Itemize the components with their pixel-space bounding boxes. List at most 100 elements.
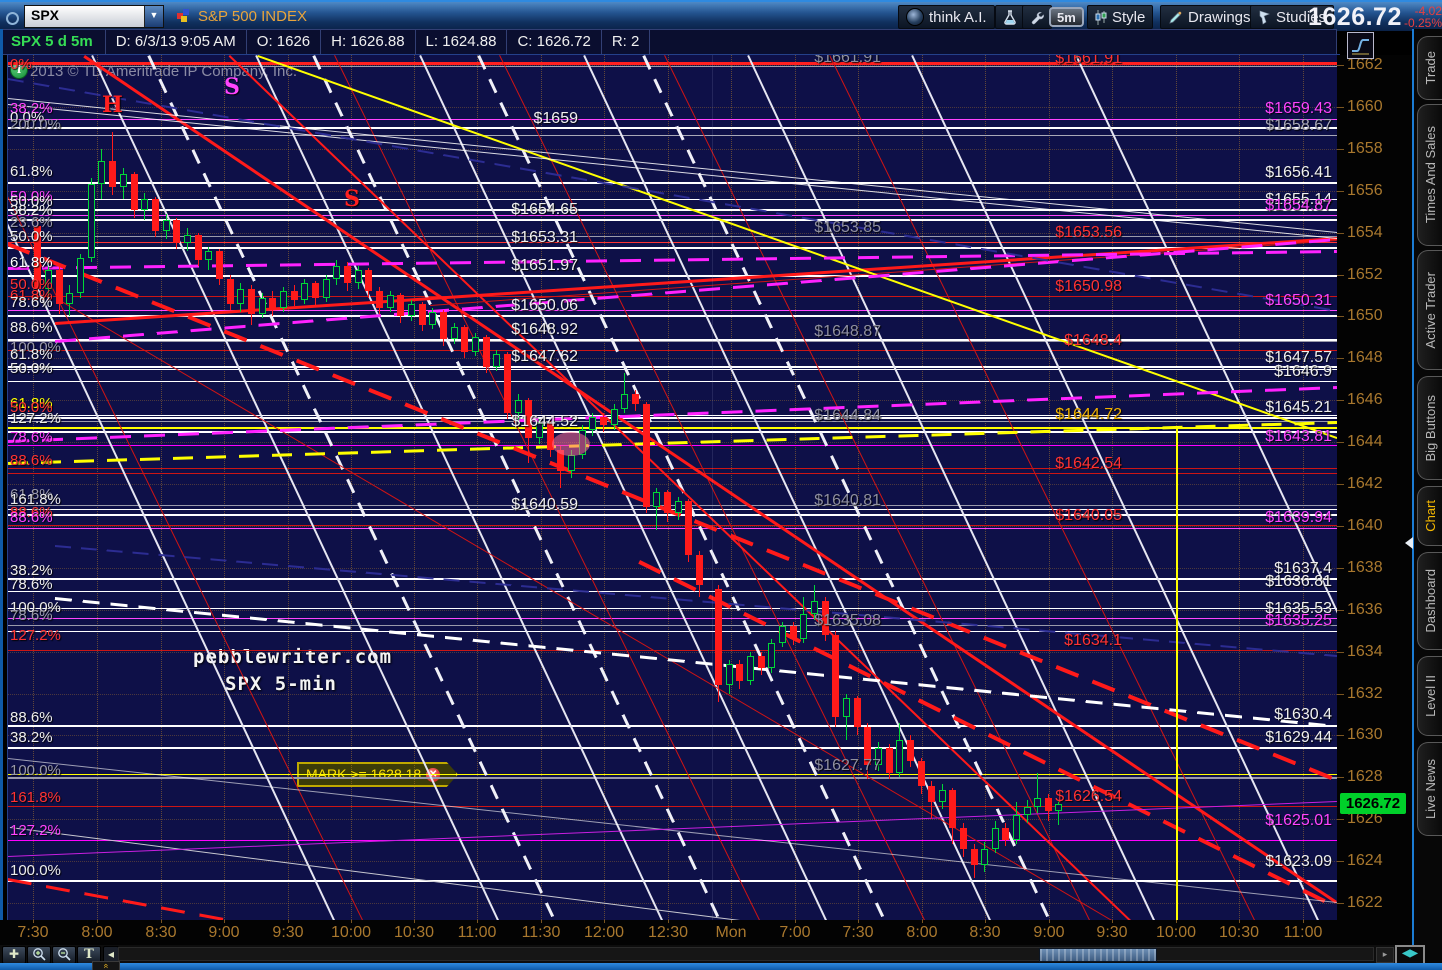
fib-percent-label: 100.0% bbox=[10, 599, 61, 616]
grid-hline bbox=[8, 568, 1337, 569]
time-axis-label: 11:00 bbox=[1283, 924, 1323, 941]
fib-percent-label: 0.0% bbox=[10, 109, 45, 126]
sidebar-tab-dashboard[interactable]: Dashboard bbox=[1417, 552, 1442, 650]
fib-percent-label: 88.6% bbox=[10, 319, 53, 336]
fib-percent-label: 50.0% bbox=[10, 399, 53, 416]
grid-hline bbox=[8, 694, 1337, 695]
price-axis-tick bbox=[1337, 107, 1344, 108]
candle-body bbox=[886, 748, 893, 773]
price-label-right: $1645.21 bbox=[1265, 399, 1332, 416]
time-axis[interactable]: 7:30 8:00 8:30 9:00 9:30 10:00 10:30 11:00 11:30… bbox=[0, 920, 1412, 945]
candle-body bbox=[811, 601, 818, 614]
time-axis-label: 9:00 bbox=[208, 924, 240, 941]
link-color-icon[interactable] bbox=[176, 9, 190, 23]
price-label-right: $1650.31 bbox=[1265, 292, 1332, 309]
price-axis-label: 1660 bbox=[1347, 98, 1383, 115]
time-axis-label: 10:30 bbox=[393, 924, 435, 941]
drawings-button[interactable]: Drawings bbox=[1160, 5, 1259, 29]
sidebar-tab-times-and-sales[interactable]: Times And Sales bbox=[1417, 104, 1442, 246]
scroll-right-button[interactable]: ▸ bbox=[1376, 947, 1394, 963]
candle-body bbox=[621, 394, 628, 409]
chart-plot-area[interactable]: i 2013 © TD Ameritrade IP Company, Inc. … bbox=[8, 55, 1337, 920]
info-icon[interactable]: i bbox=[10, 61, 28, 79]
grid-hline bbox=[8, 400, 1337, 401]
grid-vline bbox=[795, 55, 796, 920]
pan-button[interactable]: ✚ bbox=[2, 946, 26, 964]
grid-hline bbox=[8, 233, 1337, 234]
sidebar-tab-chart[interactable]: Chart bbox=[1417, 486, 1442, 546]
fib-level-line bbox=[8, 774, 1337, 775]
fib-level-line bbox=[8, 310, 1337, 311]
zoom-in-button[interactable] bbox=[27, 946, 51, 964]
grid-vline bbox=[1303, 55, 1304, 920]
time-axis-label: 12:00 bbox=[583, 924, 625, 941]
price-label-red: $1661.91 bbox=[1055, 55, 1122, 67]
fib-level-line bbox=[8, 199, 1337, 200]
sidebar-tab-trade[interactable]: Trade bbox=[1417, 36, 1442, 100]
interval-button[interactable]: 5m bbox=[1049, 7, 1084, 27]
fib-percent-label: 61.8% bbox=[10, 395, 53, 412]
candle-body bbox=[768, 643, 775, 668]
symbol-value[interactable]: SPX bbox=[31, 7, 60, 23]
grid-hline bbox=[8, 191, 1337, 192]
candle-body bbox=[205, 251, 212, 260]
sidebar-tab-live-news[interactable]: Live News bbox=[1417, 742, 1442, 836]
fib-percent-label: 0% bbox=[10, 56, 32, 73]
scrollbar-thumb[interactable] bbox=[1039, 948, 1157, 962]
red-square-icon bbox=[177, 13, 183, 19]
candle-body bbox=[184, 235, 191, 243]
axis-settings-icon[interactable] bbox=[1347, 32, 1374, 59]
sidebar-tab-active-trader[interactable]: Active Trader bbox=[1417, 250, 1442, 370]
grid-hline bbox=[8, 358, 1337, 359]
price-label-mid: $1653.85 bbox=[814, 219, 881, 236]
fib-level-line bbox=[8, 381, 1337, 382]
fib-percent-label: 127.2% bbox=[10, 410, 61, 427]
fib-level-line bbox=[8, 315, 1337, 317]
price-axis-tick bbox=[1337, 610, 1344, 611]
candle-body bbox=[790, 626, 797, 639]
candle-body bbox=[918, 761, 925, 786]
sidebar-tab-big-buttons[interactable]: Big Buttons bbox=[1417, 376, 1442, 480]
trend-line bbox=[255, 55, 663, 920]
price-axis-tick bbox=[1337, 694, 1344, 695]
zoom-out-button[interactable] bbox=[52, 946, 76, 964]
scrollbar-track[interactable] bbox=[118, 947, 1374, 962]
grid-hline bbox=[8, 861, 1337, 862]
panel-expand-chevron[interactable]: « bbox=[92, 961, 120, 970]
time-axis-label: 8:00 bbox=[906, 924, 938, 941]
think-ai-button[interactable]: think A.I. bbox=[898, 5, 995, 29]
candle-body bbox=[131, 174, 138, 210]
wrench-button[interactable] bbox=[1022, 5, 1052, 29]
bottom-toolbar: ✚ T ◂ ▸ ◀▶ bbox=[0, 945, 1425, 966]
price-axis[interactable]: 1622 1624 1626 1628 1630 1632 1634 1636 1638 1640… bbox=[1337, 55, 1412, 920]
candle-body bbox=[758, 656, 765, 668]
price-label-right: $1637.4 bbox=[1274, 560, 1332, 577]
candle-body bbox=[568, 455, 575, 471]
candle-body bbox=[907, 740, 914, 761]
ohlc-bar: SPX 5 d 5m D: 6/3/13 9:05 AM O: 1626 H: … bbox=[0, 29, 1337, 55]
price-label-left: $1659 bbox=[533, 110, 579, 127]
price-axis-tick bbox=[1337, 191, 1344, 192]
candle-body bbox=[237, 289, 244, 304]
style-button[interactable]: Style bbox=[1087, 5, 1154, 29]
price-axis-label: 1636 bbox=[1347, 601, 1383, 618]
studies-button[interactable]: Studies bbox=[1250, 5, 1335, 29]
ohlc-open: O: 1626 bbox=[245, 30, 320, 54]
candle-body bbox=[291, 291, 298, 300]
candle-body bbox=[992, 828, 999, 849]
link-ring-icon[interactable] bbox=[6, 12, 19, 25]
fib-percent-label: 50.0% bbox=[10, 276, 53, 293]
window-bottom-edge bbox=[0, 963, 1442, 970]
fib-percent-label: 78.6% bbox=[10, 607, 53, 624]
candle-body bbox=[643, 404, 650, 507]
grid-vline bbox=[1049, 55, 1050, 920]
candle-body bbox=[77, 258, 84, 293]
price-label-mid: $1640.81 bbox=[814, 492, 881, 509]
candle-wick bbox=[1037, 773, 1038, 813]
trend-line bbox=[8, 801, 1337, 857]
symbol-combo[interactable]: SPX ▼ bbox=[24, 5, 164, 28]
sidebar-tab-level-ii[interactable]: Level II bbox=[1417, 656, 1442, 736]
candle-body bbox=[248, 289, 255, 314]
flask-button[interactable] bbox=[995, 5, 1025, 29]
chevron-down-icon[interactable]: ▼ bbox=[144, 6, 163, 27]
